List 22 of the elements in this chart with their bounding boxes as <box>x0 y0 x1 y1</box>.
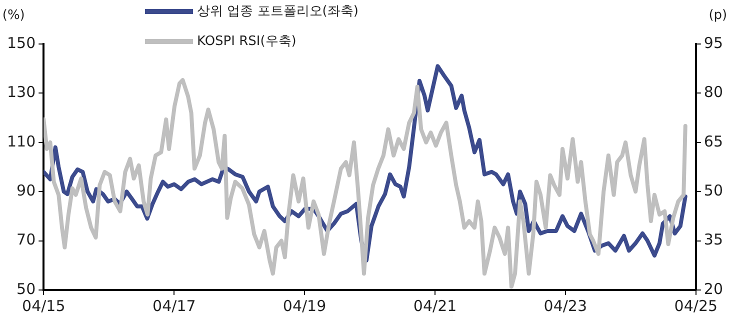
y-tick-label: 90 <box>16 181 36 200</box>
y2-tick-label: 95 <box>704 34 724 52</box>
y2-tick-label: 20 <box>704 280 724 298</box>
y-tick-label: 70 <box>16 230 36 249</box>
y2-tick-label: 50 <box>704 181 724 200</box>
x-tick-label: 04/15 <box>22 296 66 315</box>
x-tick-label: 04/23 <box>544 296 587 315</box>
y-tick-label: 150 <box>6 34 36 52</box>
y-tick-label: 110 <box>6 132 36 150</box>
y-axis-title: (%) <box>2 8 25 23</box>
y2-tick-label: 35 <box>704 230 724 249</box>
x-tick-label: 04/21 <box>413 296 457 315</box>
y2-tick-label: 80 <box>704 83 724 102</box>
y-tick-label: 130 <box>6 83 36 102</box>
y-tick-label: 50 <box>16 280 36 298</box>
x-tick-label: 04/25 <box>674 296 718 315</box>
y2-axis-title: (p) <box>708 8 728 23</box>
legend-label: 상위 업종 포트폴리오(좌축) <box>197 3 358 20</box>
x-tick-label: 04/17 <box>152 296 196 315</box>
x-tick-label: 04/19 <box>282 296 326 315</box>
legend-label: KOSPI RSI(우축) <box>197 33 296 50</box>
y2-tick-label: 65 <box>704 132 724 150</box>
